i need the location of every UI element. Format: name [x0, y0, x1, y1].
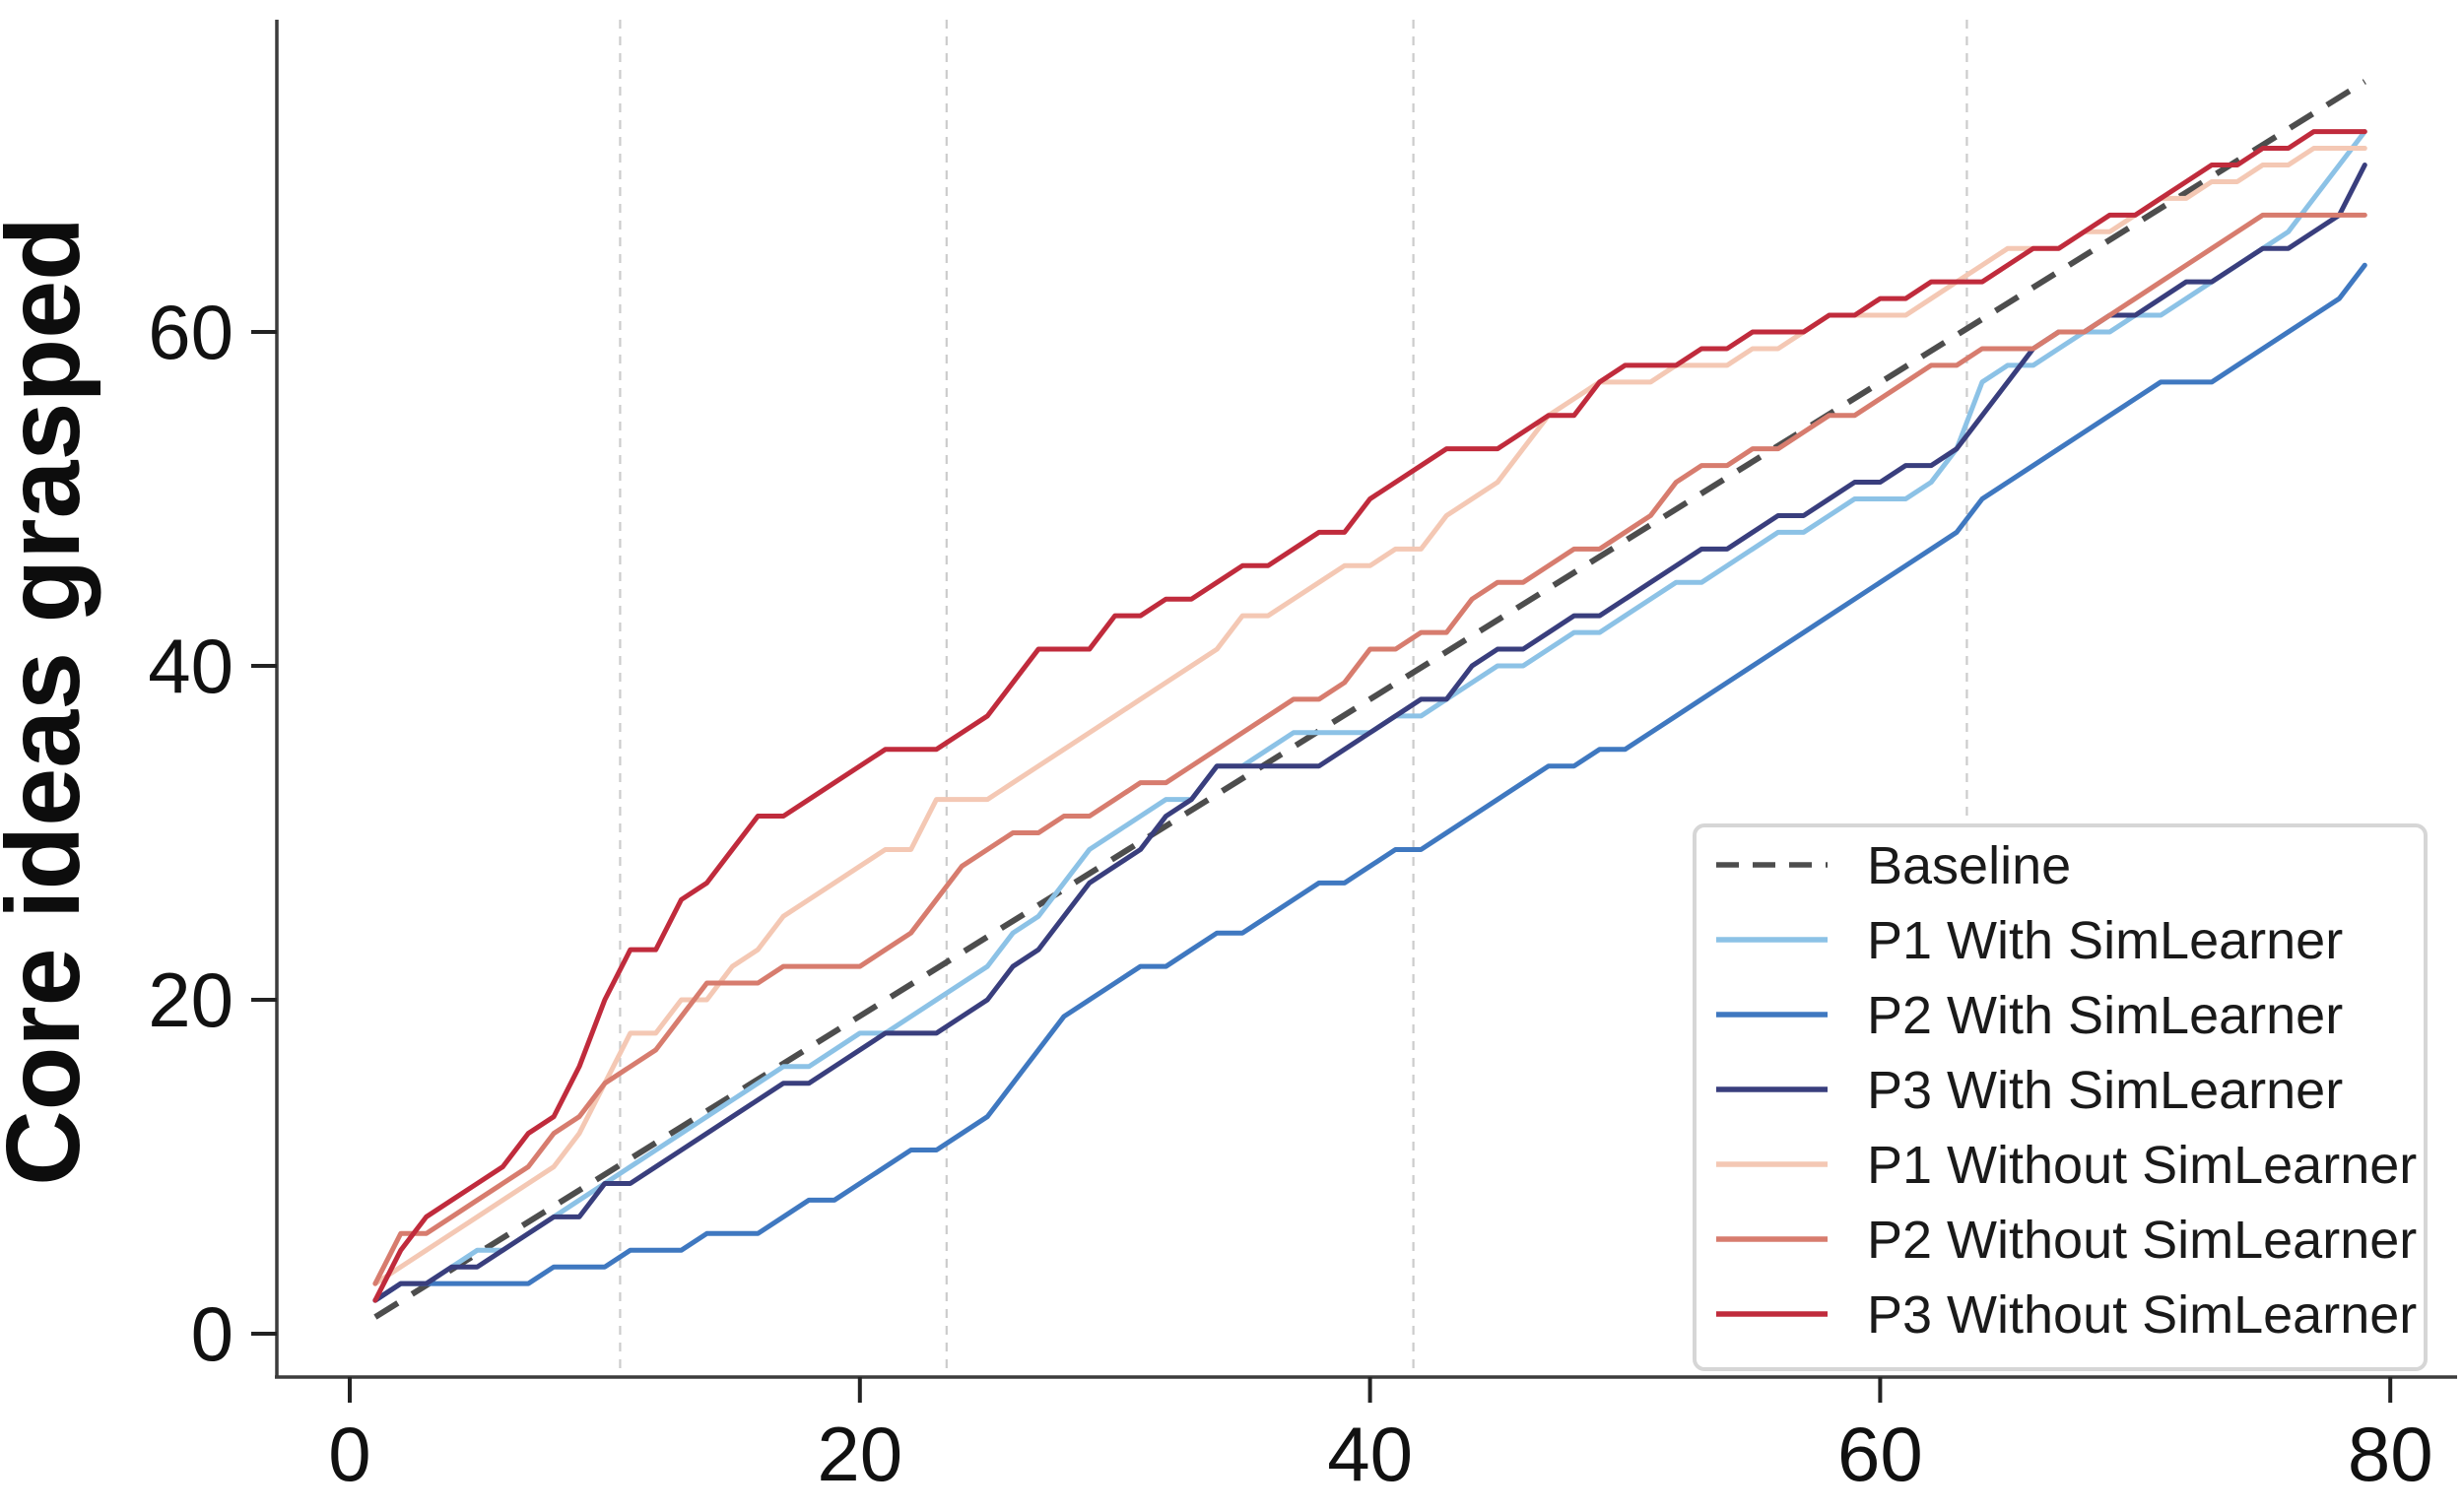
series-line-p2-without-simlearner — [372, 212, 2367, 1286]
tick-labels-group: 0 20 40 60 80 0 20 40 60 — [148, 289, 2432, 1497]
y-axis-title: Core ideas grasped — [0, 217, 101, 1186]
x-tick-label: 40 — [1327, 1411, 1413, 1497]
x-tick-label: 80 — [2348, 1411, 2433, 1497]
legend-label: P1 Without SimLearner — [1867, 1136, 2417, 1195]
series-line-baseline — [373, 79, 2366, 1320]
legend-label: P2 Without SimLearner — [1867, 1211, 2417, 1270]
y-tick-label: 60 — [148, 289, 233, 375]
legend-box — [1693, 823, 2428, 1371]
series-line-p3-without-simlearner — [372, 129, 2367, 1303]
x-tick-label: 60 — [1837, 1411, 1923, 1497]
legend: Baseline P1 With SimLearner P2 With SimLea… — [1693, 823, 2428, 1371]
axes-group — [251, 20, 2457, 1403]
x-tick-label: 0 — [328, 1411, 370, 1497]
gridlines-group — [619, 20, 1968, 1377]
legend-label: P1 With SimLearner — [1867, 911, 2343, 970]
series-line-p2-with-simlearner — [372, 262, 2367, 1303]
legend-label: P2 With SimLearner — [1867, 986, 2343, 1045]
y-tick-label: 0 — [191, 1290, 233, 1377]
x-tick-label: 20 — [817, 1411, 902, 1497]
series-lines-group — [372, 79, 2367, 1320]
legend-label: P3 With SimLearner — [1867, 1061, 2343, 1120]
legend-label: P3 Without SimLearner — [1867, 1285, 2417, 1345]
legend-label: Baseline — [1867, 836, 2071, 895]
y-tick-label: 40 — [148, 623, 233, 709]
y-tick-label: 20 — [148, 956, 233, 1043]
